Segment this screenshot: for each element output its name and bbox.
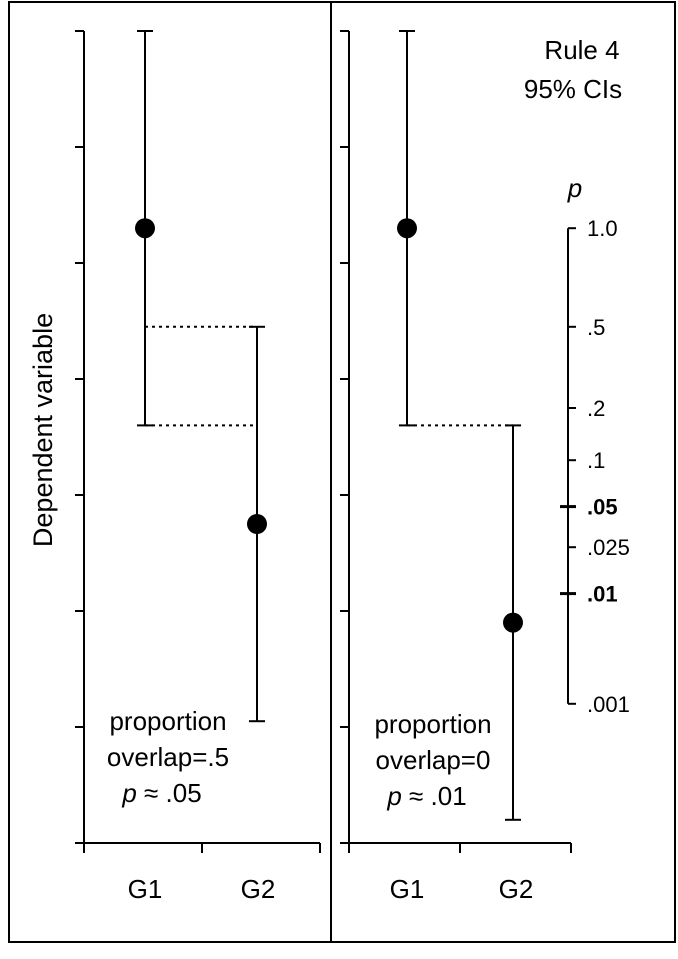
x-tick-label: G2 bbox=[241, 874, 276, 904]
p-scale-tick-label: .025 bbox=[587, 535, 630, 560]
right-marks bbox=[397, 30, 523, 821]
p-scale-tick-label: .001 bbox=[587, 692, 630, 717]
right-annotation-line-1: proportion bbox=[374, 709, 491, 739]
title-line-2: 95% CIs bbox=[524, 74, 622, 104]
left-annotation-line-2: overlap=.5 bbox=[107, 742, 229, 772]
x-tick-label: G1 bbox=[390, 874, 425, 904]
p-value-text: ≈ .01 bbox=[402, 781, 467, 811]
left-axes: G1 G2 bbox=[75, 30, 321, 904]
p-scale-tick-label: .5 bbox=[587, 315, 605, 340]
title-line-1: Rule 4 bbox=[544, 35, 619, 65]
p-scale-title: p bbox=[567, 173, 582, 203]
left-marks bbox=[135, 30, 267, 723]
p-value-text: ≈ .05 bbox=[137, 778, 202, 808]
p-symbol: p bbox=[386, 781, 401, 811]
p-scale-tick-label: .05 bbox=[587, 495, 618, 520]
left-annotation-line-3: p ≈ .05 bbox=[121, 778, 201, 808]
x-tick-label: G1 bbox=[128, 874, 163, 904]
mean-point bbox=[135, 218, 155, 239]
y-axis-label: Dependent variable bbox=[28, 313, 58, 547]
p-symbol: p bbox=[121, 778, 136, 808]
p-scale-tick-label: .2 bbox=[587, 396, 605, 421]
right-annotation-line-3: p ≈ .01 bbox=[386, 781, 466, 811]
right-panel-frame bbox=[330, 1, 676, 943]
p-scale-tick-label: .1 bbox=[587, 448, 605, 473]
left-annotation-line-1: proportion bbox=[109, 706, 226, 736]
p-scale: p1.0 .5 .2 .1 .05 .025 .01 .001 bbox=[560, 173, 630, 717]
right-axes: G1 G2 bbox=[340, 30, 572, 904]
x-tick-label: G2 bbox=[499, 874, 534, 904]
p-scale-tick-label: .01 bbox=[587, 582, 618, 607]
mean-point bbox=[397, 218, 417, 239]
p-scale-tick-label: 1.0 bbox=[587, 216, 618, 241]
right-annotation-line-2: overlap=0 bbox=[376, 745, 491, 775]
mean-point bbox=[503, 612, 523, 633]
mean-point bbox=[247, 514, 267, 534]
